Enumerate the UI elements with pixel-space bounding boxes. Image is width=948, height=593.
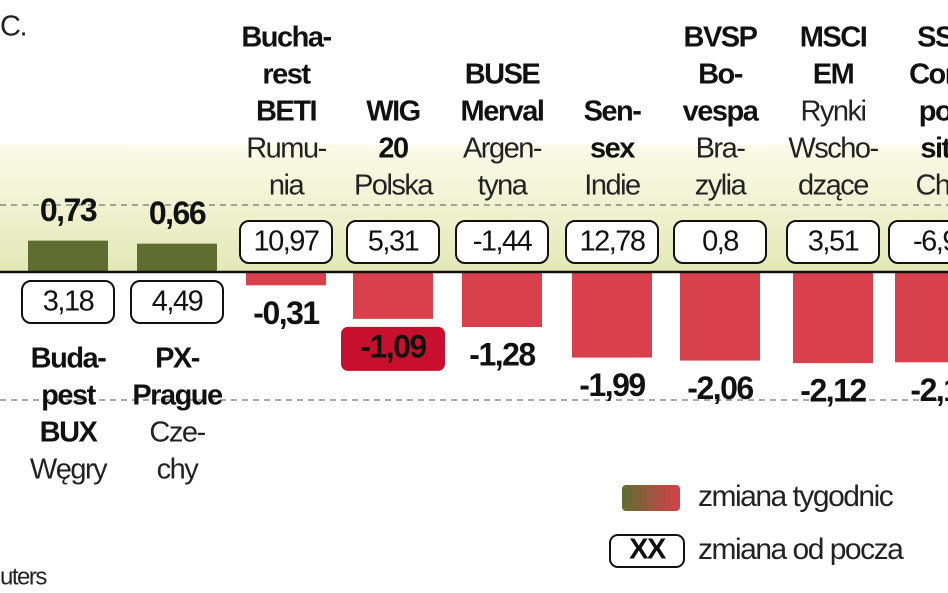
country-label: Polska	[354, 170, 434, 202]
ytd-label: 3,51	[808, 226, 859, 258]
country-label: Indie	[584, 170, 640, 202]
bar	[28, 240, 108, 272]
category-label: BVSP	[684, 22, 758, 54]
category-label: WIG	[366, 96, 420, 128]
value-label: 0,66	[149, 195, 206, 231]
ytd-box	[346, 220, 440, 264]
category-label: MSCI	[800, 22, 867, 54]
legend-box-label: XX	[629, 534, 667, 566]
ytd-label: 3,18	[43, 286, 94, 318]
category-label: vespa	[683, 96, 760, 128]
bar	[895, 272, 948, 363]
category-label: rest	[262, 59, 311, 91]
ytd-box	[673, 220, 767, 264]
country-label: dzące	[798, 170, 868, 202]
bar	[462, 272, 542, 328]
value-label: -1,99	[579, 367, 645, 403]
category-label: pest	[41, 380, 96, 412]
category-label: Merval	[461, 96, 544, 128]
country-label: Cze-	[149, 417, 205, 449]
ytd-label: 4,49	[152, 286, 203, 318]
value-label: -2,1	[910, 372, 948, 408]
country-label: Wscho-	[788, 133, 878, 165]
ytd-label: 5,31	[368, 226, 419, 258]
category-label: 20	[378, 133, 408, 165]
country-label: Rumu-	[246, 133, 326, 165]
value-label: 0,73	[40, 192, 97, 228]
bar	[793, 272, 873, 364]
value-label-box	[341, 326, 445, 371]
legend-label: zmiana od pocza	[698, 533, 904, 566]
category-label: Prague	[132, 380, 223, 412]
category-label: Bucha-	[241, 22, 331, 54]
country-label: Bra-	[696, 133, 746, 165]
country-label: Rynki	[800, 96, 865, 128]
marks	[21, 220, 948, 371]
category-label: PX-	[155, 343, 200, 375]
country-label: Węgry	[30, 454, 108, 486]
category-label: po	[919, 96, 948, 128]
bar	[353, 272, 433, 319]
ytd-box	[565, 220, 659, 264]
bar	[246, 272, 326, 286]
country-label: zylia	[695, 170, 748, 202]
category-label: sex	[590, 133, 635, 165]
category-label: Buda-	[31, 343, 107, 375]
category-label: SS	[917, 22, 948, 54]
country-label: Argen-	[463, 133, 542, 165]
category-label: BUX	[40, 417, 99, 449]
country-label: chy	[157, 454, 200, 486]
ytd-label: 12,78	[579, 226, 644, 258]
category-label: Con	[909, 59, 948, 91]
legend-swatch	[622, 485, 680, 511]
country-label: nia	[269, 170, 306, 202]
bar	[680, 272, 760, 361]
category-label: BETI	[256, 96, 317, 128]
value-label: -1,09	[360, 328, 426, 364]
category-label: BUSE	[465, 59, 541, 91]
country-label: Chi	[915, 170, 948, 202]
bar	[572, 272, 652, 358]
ytd-box	[888, 220, 948, 264]
source: uters	[0, 563, 47, 590]
legend-box	[609, 534, 685, 568]
header: C.	[0, 11, 26, 43]
ytd-box	[786, 220, 880, 264]
category-label: EM	[813, 59, 854, 91]
value-label: -0,31	[253, 295, 319, 331]
ytd-box	[239, 220, 333, 264]
ytd-label: -1,44	[473, 226, 533, 258]
ytd-box	[130, 280, 224, 324]
legend-label: zmiana tygodnic	[698, 480, 894, 513]
ytd-box	[455, 220, 549, 264]
bar	[137, 243, 217, 272]
ytd-box	[21, 280, 115, 324]
country-label: tyna	[478, 170, 529, 202]
ytd-label: 0,8	[702, 226, 738, 258]
ytd-label: 10,97	[253, 226, 318, 258]
category-label: Bo-	[698, 59, 743, 91]
value-label: -1,28	[469, 336, 535, 372]
value-label: -2,06	[687, 370, 753, 406]
value-label: -2,12	[800, 373, 866, 409]
category-label: sit	[920, 133, 948, 165]
category-label: Sen-	[584, 96, 642, 128]
ytd-label: -6,9	[913, 226, 948, 258]
